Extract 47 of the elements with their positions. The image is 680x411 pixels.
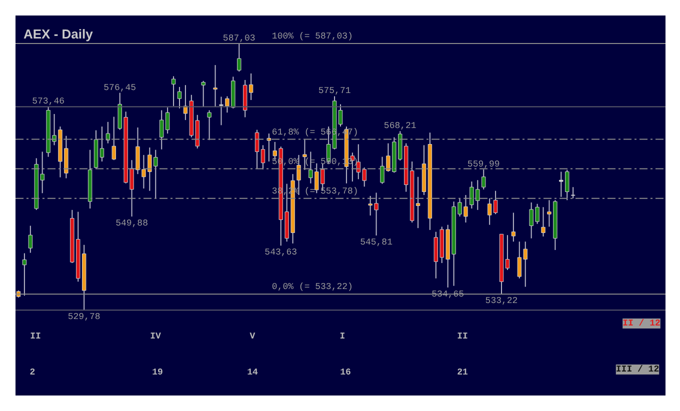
candlestick bbox=[416, 176, 420, 229]
candlestick bbox=[213, 64, 218, 108]
text: III / 12 bbox=[616, 364, 660, 374]
candlestick bbox=[511, 212, 516, 242]
candlestick bbox=[237, 43, 242, 72]
candlestick bbox=[22, 252, 27, 296]
candlestick bbox=[171, 76, 176, 107]
candlestick bbox=[106, 121, 110, 144]
text: 14 bbox=[247, 368, 258, 378]
annotation: 573,46 bbox=[32, 96, 64, 107]
text: II bbox=[30, 332, 41, 342]
text: 16 bbox=[340, 368, 351, 378]
text: II bbox=[457, 332, 468, 342]
annotation: 545,81 bbox=[360, 238, 392, 248]
text: 19 bbox=[152, 368, 163, 378]
annotation: 568,21 bbox=[384, 121, 416, 132]
annotation: 549,88 bbox=[116, 218, 148, 229]
annotation: 559,99 bbox=[467, 159, 500, 170]
annotation: 543,63 bbox=[264, 248, 298, 258]
text: II / 12 bbox=[622, 318, 660, 328]
candlestick bbox=[260, 144, 266, 170]
candlestick bbox=[541, 206, 546, 237]
candlestick bbox=[482, 168, 486, 190]
annotation: 587,03 bbox=[222, 34, 256, 44]
candlestick bbox=[570, 186, 576, 199]
annotation: 529,78 bbox=[68, 312, 100, 322]
candlestick bbox=[266, 133, 272, 162]
candlestick bbox=[201, 80, 206, 108]
candlestick bbox=[177, 86, 182, 109]
text: IV bbox=[150, 332, 162, 342]
text: 21 bbox=[457, 368, 468, 378]
candlestick bbox=[112, 116, 116, 161]
candlestick bbox=[207, 110, 212, 141]
text: I bbox=[340, 332, 346, 342]
text: 2 bbox=[30, 368, 36, 378]
candlestick bbox=[505, 234, 510, 271]
candlestick bbox=[100, 126, 104, 162]
ref-line-label: 100% (= 587,03) bbox=[272, 32, 353, 42]
ref-line-label: 0,0% (= 533,22) bbox=[272, 282, 353, 292]
chart-title: AEX - Daily bbox=[24, 26, 94, 42]
text: V bbox=[250, 332, 256, 342]
candlestick bbox=[28, 225, 33, 254]
annotation: 576,45 bbox=[104, 82, 136, 93]
annotation: 533,22 bbox=[485, 296, 518, 306]
candlestick bbox=[254, 129, 260, 169]
annotation: 575,71 bbox=[318, 86, 351, 96]
candlestick bbox=[338, 104, 343, 128]
